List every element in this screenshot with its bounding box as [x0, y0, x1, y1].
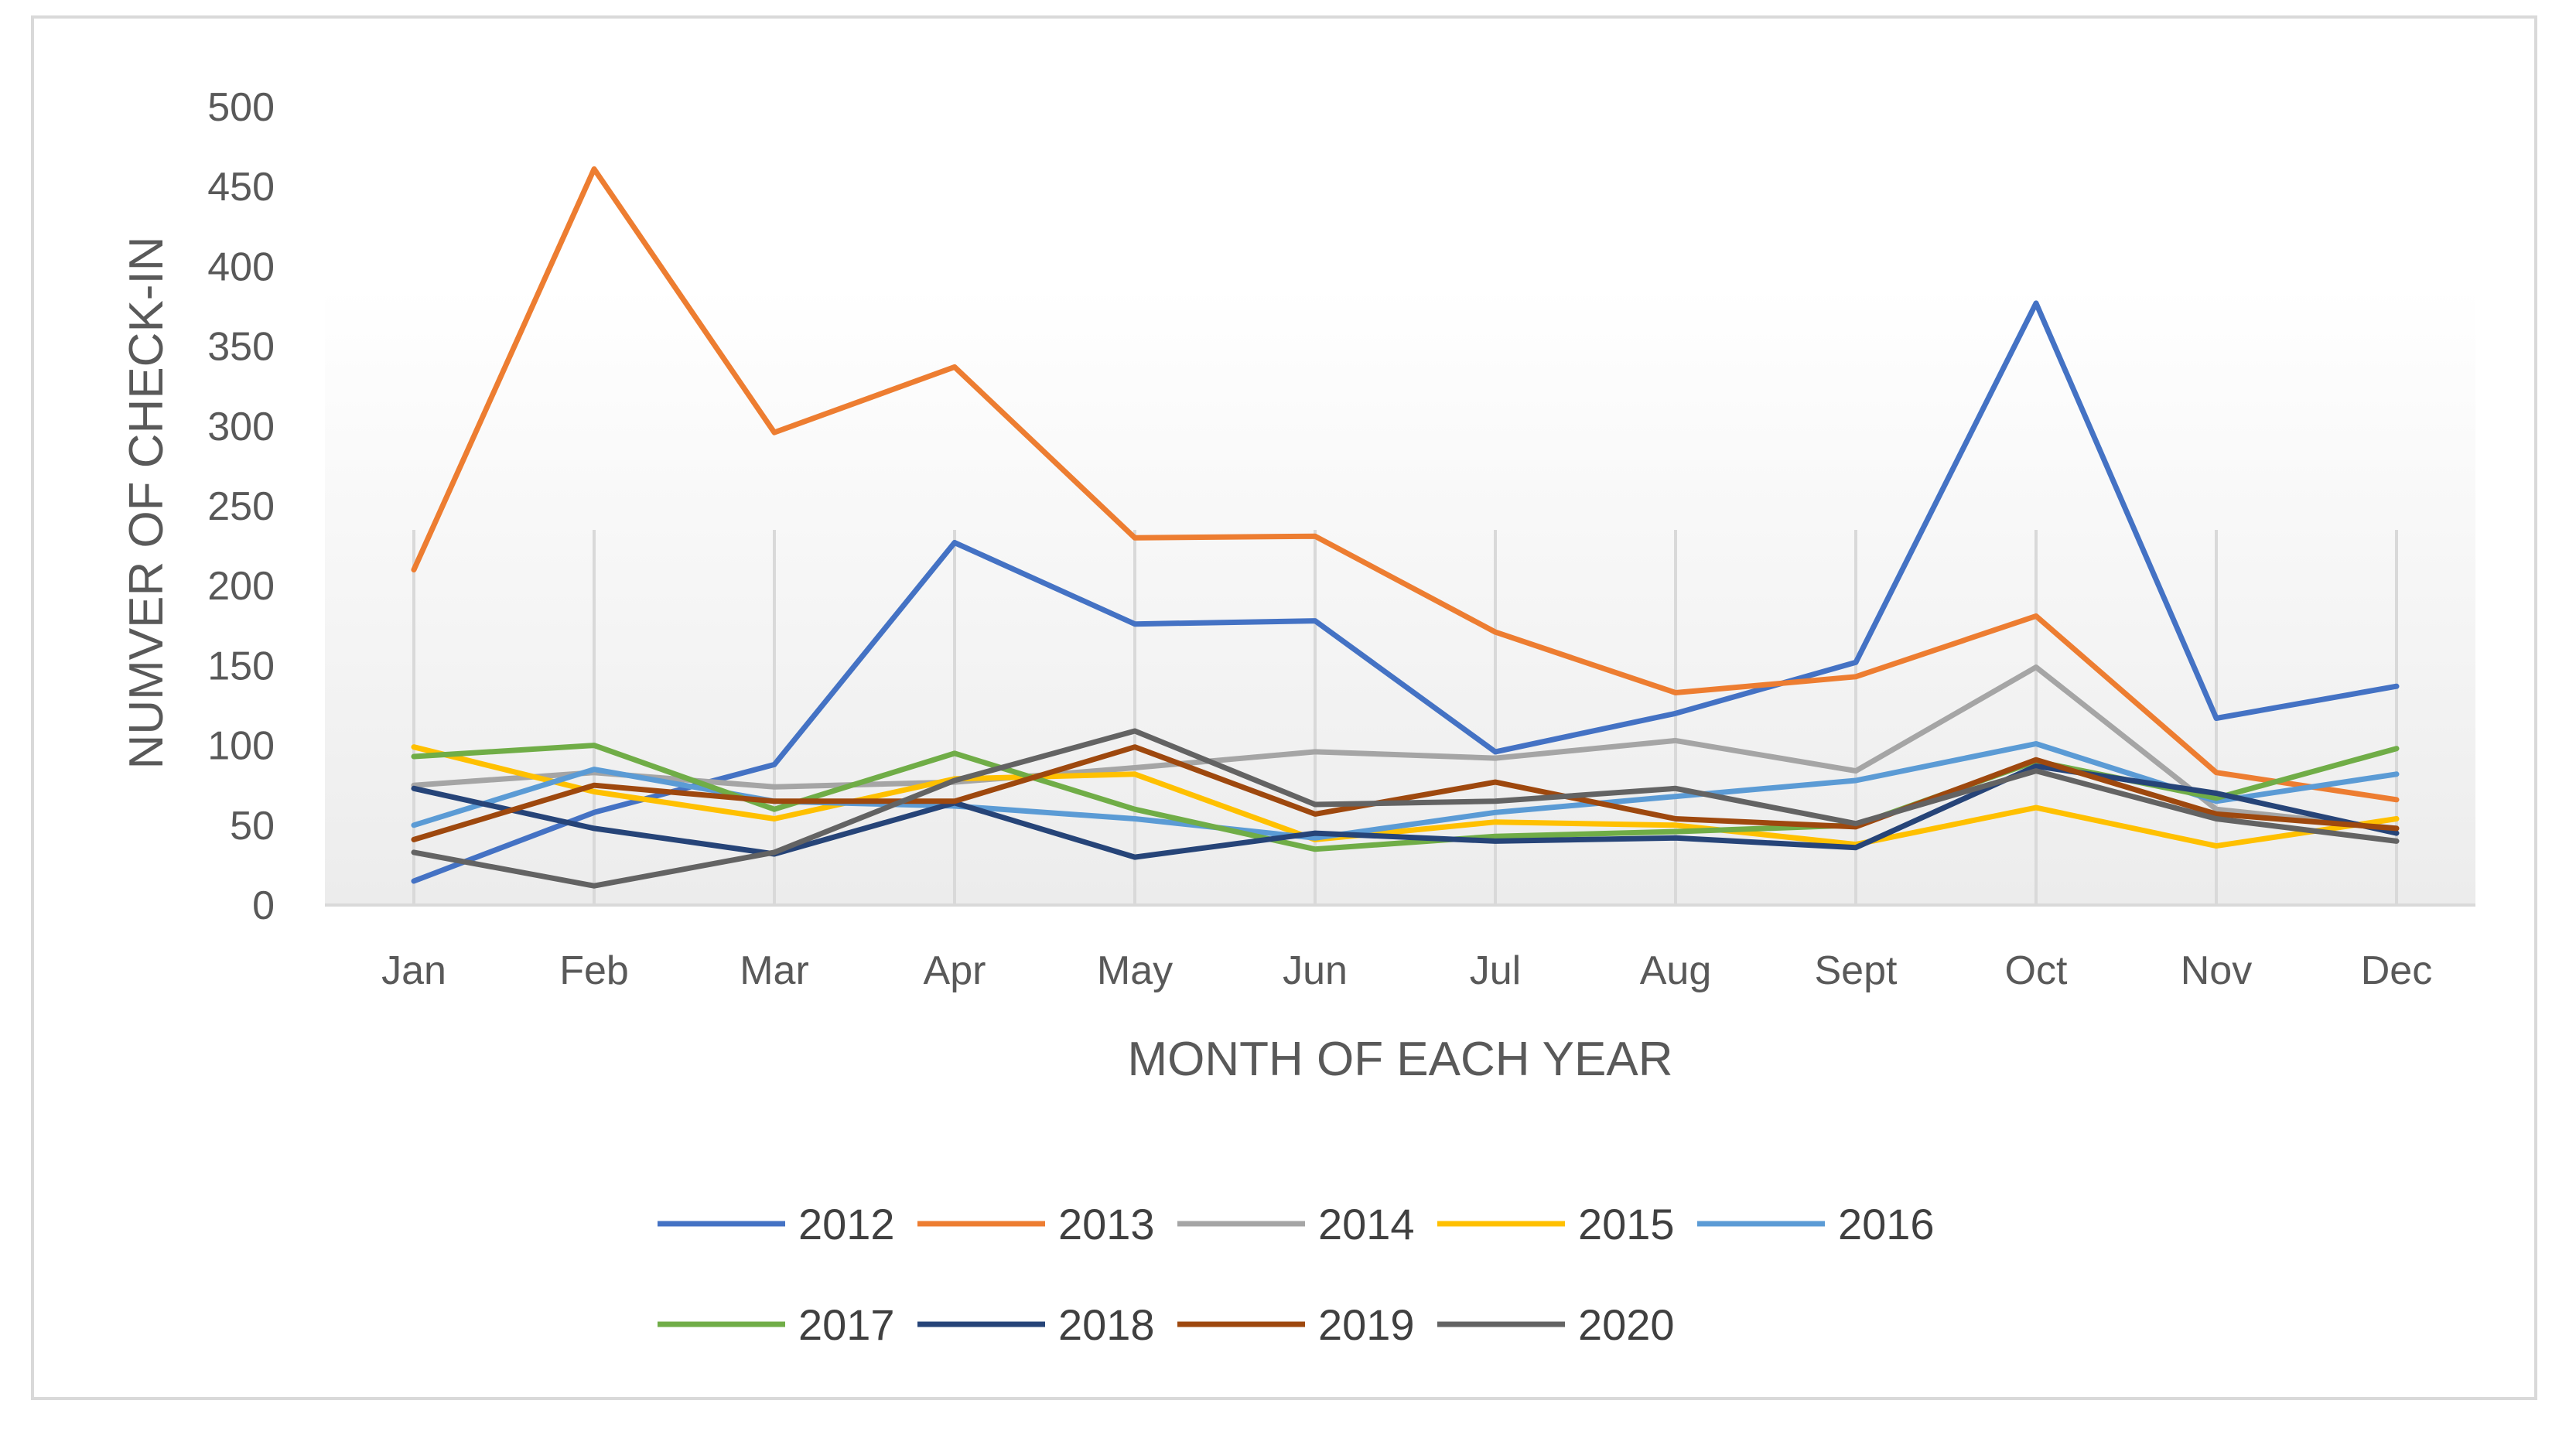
- x-tick-mar: Mar: [740, 948, 809, 993]
- y-tick-300: 300: [207, 405, 275, 449]
- x-tick-oct: Oct: [2005, 948, 2068, 993]
- y-tick-400: 400: [207, 244, 275, 289]
- y-tick-350: 350: [207, 325, 275, 370]
- y-tick-500: 500: [207, 85, 275, 130]
- x-tick-jul: Jul: [1470, 948, 1521, 993]
- series-lines: [411, 166, 2400, 889]
- legend: 2012 2013 2014 2015 2016 2017 2018 2019 2020: [658, 1200, 1935, 1349]
- x-axis-title: MONTH OF EACH YEAR: [1127, 1033, 1672, 1086]
- x-tick-nov: Nov: [2181, 948, 2252, 993]
- x-tick-may: May: [1097, 948, 1173, 993]
- x-tick-dec: Dec: [2361, 948, 2432, 993]
- x-tick-labels: Jan Feb Mar Apr May Jun Jul Aug Sept Oct Nov Dec: [381, 948, 2432, 993]
- series-line-2015: [411, 744, 2400, 849]
- y-tick-150: 150: [207, 644, 275, 688]
- y-tick-450: 450: [207, 165, 275, 210]
- x-tick-aug: Aug: [1640, 948, 1712, 993]
- legend-label-2018: 2018: [1058, 1300, 1155, 1349]
- legend-item-2014: 2014: [1177, 1200, 1415, 1248]
- y-tick-labels: 0 50 100 150 200 250 300 350 400 450 500: [207, 85, 275, 928]
- legend-item-2020: 2020: [1437, 1300, 1675, 1349]
- series-line-2019: [411, 744, 2400, 842]
- y-tick-0: 0: [252, 883, 275, 928]
- y-axis-title: NUMVER OF CHECK-IN: [120, 237, 173, 770]
- series-line-2014: [411, 664, 2400, 832]
- y-tick-100: 100: [207, 724, 275, 769]
- y-tick-250: 250: [207, 484, 275, 529]
- legend-item-2017: 2017: [658, 1300, 895, 1349]
- legend-label-2015: 2015: [1578, 1200, 1675, 1248]
- legend-item-2016: 2016: [1697, 1200, 1935, 1248]
- y-tick-50: 50: [230, 804, 275, 849]
- legend-label-2019: 2019: [1318, 1300, 1415, 1349]
- series-line-2020: [411, 728, 2400, 889]
- legend-label-2020: 2020: [1578, 1300, 1675, 1349]
- legend-item-2018: 2018: [917, 1300, 1155, 1349]
- plot-area: [325, 286, 2475, 905]
- series-line-2013: [411, 166, 2400, 803]
- legend-item-2013: 2013: [917, 1200, 1155, 1248]
- x-tick-jan: Jan: [381, 948, 446, 993]
- x-tick-feb: Feb: [559, 948, 629, 993]
- series-line-2012: [411, 300, 2400, 884]
- x-tick-sept: Sept: [1815, 948, 1898, 993]
- legend-label-2014: 2014: [1318, 1200, 1415, 1248]
- y-tick-200: 200: [207, 564, 275, 609]
- x-tick-jun: Jun: [1283, 948, 1348, 993]
- legend-item-2012: 2012: [658, 1200, 895, 1248]
- legend-label-2017: 2017: [798, 1300, 895, 1349]
- legend-label-2012: 2012: [798, 1200, 895, 1248]
- legend-label-2013: 2013: [1058, 1200, 1155, 1248]
- legend-item-2019: 2019: [1177, 1300, 1415, 1349]
- legend-item-2015: 2015: [1437, 1200, 1675, 1248]
- x-tick-apr: Apr: [924, 948, 986, 993]
- legend-label-2016: 2016: [1838, 1200, 1935, 1248]
